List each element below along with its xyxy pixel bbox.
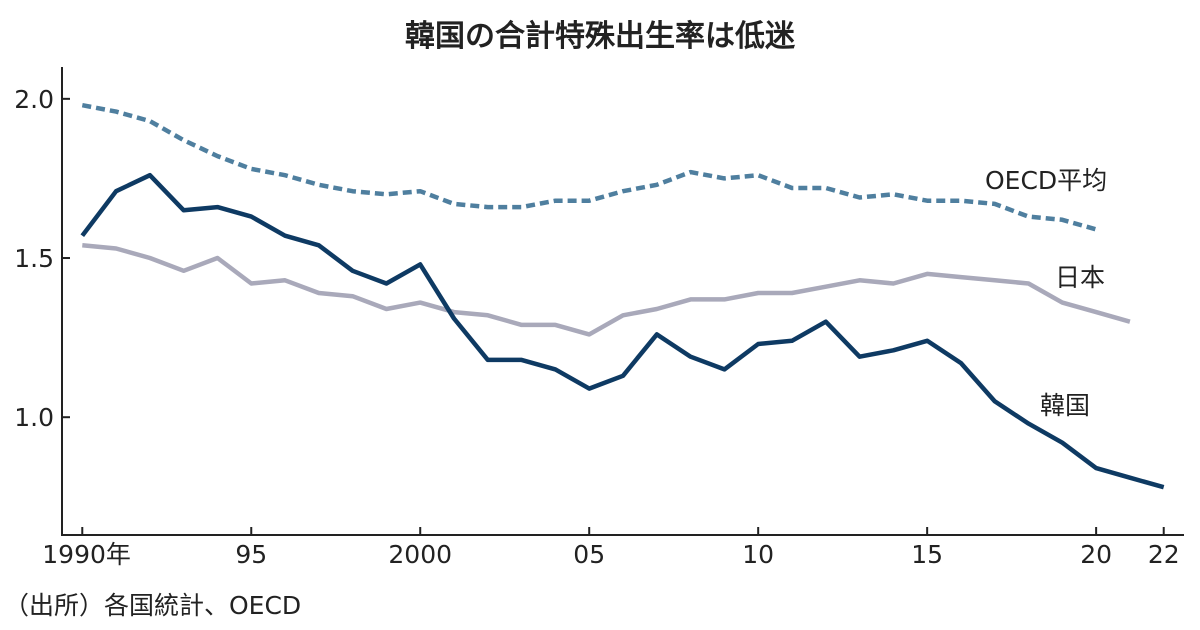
- series-label: 韓国: [1040, 391, 1090, 420]
- x-tick-label: 10: [742, 540, 774, 569]
- x-tick-label: 15: [911, 540, 943, 569]
- x-tick-label: 20: [1080, 540, 1112, 569]
- chart-title: 韓国の合計特殊出生率は低迷: [405, 19, 796, 54]
- series-line-1: [82, 243, 1131, 337]
- x-tick-label: 22: [1148, 540, 1180, 569]
- series-line-2: [80, 172, 1165, 490]
- x-tick-label: 95: [235, 540, 267, 569]
- y-tick-label: 1.0: [14, 403, 54, 432]
- y-tick-label: 1.5: [14, 244, 54, 273]
- x-tick-label: 1990年: [42, 540, 131, 569]
- source-note: （出所）各国統計、OECD: [4, 591, 301, 620]
- series-label: 日本: [1055, 263, 1105, 292]
- series-label: OECD平均: [985, 166, 1107, 195]
- y-tick-label: 2.0: [14, 85, 54, 114]
- x-tick-label: 2000: [388, 540, 452, 569]
- x-tick-label: 05: [573, 540, 605, 569]
